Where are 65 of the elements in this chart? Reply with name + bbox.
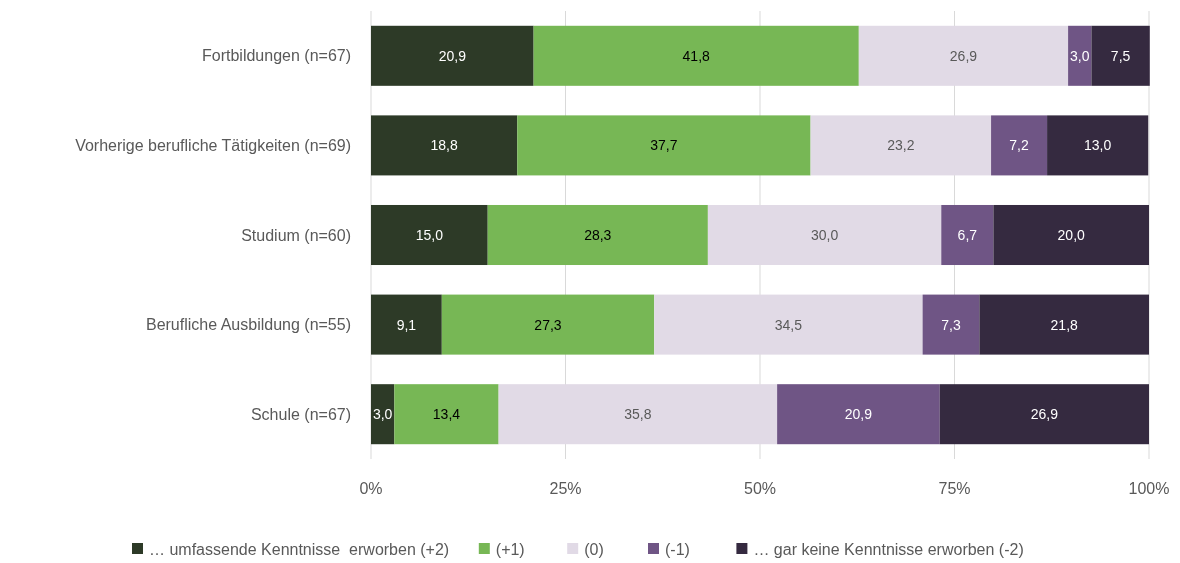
data-label: 23,2 — [887, 137, 915, 154]
bar — [654, 294, 923, 355]
bar — [371, 25, 534, 86]
data-label: 13,4 — [432, 406, 461, 423]
data-label: 20,9 — [438, 47, 467, 64]
bar — [1091, 25, 1150, 86]
data-label: 35,8 — [624, 406, 652, 423]
data-label: 41,8 — [682, 47, 711, 64]
y-tick-label: Berufliche Ausbildung (n=55) — [145, 316, 351, 334]
x-tick-label: 100% — [1128, 480, 1170, 497]
bar — [979, 294, 1149, 355]
bar — [941, 204, 994, 266]
data-label: 21,8 — [1050, 316, 1079, 333]
legend-label: … gar keine Kenntnisse erworben (-2) — [753, 540, 1024, 558]
bar — [371, 384, 395, 445]
x-tick-label: 50% — [743, 480, 777, 497]
bar — [922, 294, 980, 355]
legend-label: (-1) — [665, 540, 690, 558]
data-label: 13,0 — [1084, 137, 1112, 154]
y-tick-label: Schule (n=67) — [250, 405, 351, 423]
legend-label: (0) — [584, 540, 604, 558]
data-label: 37,7 — [650, 137, 678, 154]
data-label: 15,0 — [415, 226, 444, 243]
bar — [441, 294, 655, 355]
bar — [810, 115, 992, 176]
data-label: 30,0 — [810, 226, 839, 243]
bar — [1047, 115, 1149, 176]
data-label: 20,9 — [844, 406, 873, 423]
data-label: 7,3 — [941, 316, 961, 333]
data-label: 9,1 — [396, 316, 417, 333]
x-tick-label: 75% — [938, 480, 971, 497]
data-label: 28,3 — [584, 226, 612, 243]
data-label: 18,8 — [430, 137, 458, 154]
bar — [939, 384, 1149, 445]
bar — [858, 25, 1069, 86]
x-tick-label: 25% — [549, 480, 582, 497]
bar — [993, 204, 1149, 266]
legend-label: … umfassende Kenntnisse erworben (+2) — [149, 540, 450, 558]
bar — [498, 384, 778, 445]
bar — [371, 115, 518, 176]
y-tick-label: Fortbildungen (n=67) — [202, 47, 351, 65]
data-label: 26,9 — [1030, 406, 1059, 423]
bar — [394, 384, 499, 445]
data-label: 3,0 — [1070, 47, 1090, 64]
data-label: 20,0 — [1057, 226, 1086, 243]
bar — [371, 294, 442, 355]
data-label: 3,0 — [372, 406, 393, 423]
x-tick-label: 0% — [359, 480, 383, 497]
y-tick-label: Studium (n=60) — [241, 226, 351, 244]
bar — [517, 115, 811, 176]
bar — [707, 204, 942, 266]
bar — [1068, 25, 1092, 86]
bar — [991, 115, 1048, 176]
data-label: 26,9 — [949, 47, 978, 64]
bar — [371, 204, 488, 266]
y-tick-label: Vorherige berufliche Tätigkeiten (n=69) — [75, 137, 351, 154]
data-label: 7,2 — [1009, 137, 1030, 154]
data-label: 27,3 — [534, 316, 562, 333]
data-label: 7,5 — [1110, 47, 1131, 64]
bar — [777, 384, 940, 445]
bar — [533, 25, 859, 86]
bar — [487, 204, 708, 266]
data-label: 6,7 — [957, 226, 978, 243]
data-label: 34,5 — [774, 316, 803, 333]
legend-label: (+1) — [495, 540, 525, 558]
